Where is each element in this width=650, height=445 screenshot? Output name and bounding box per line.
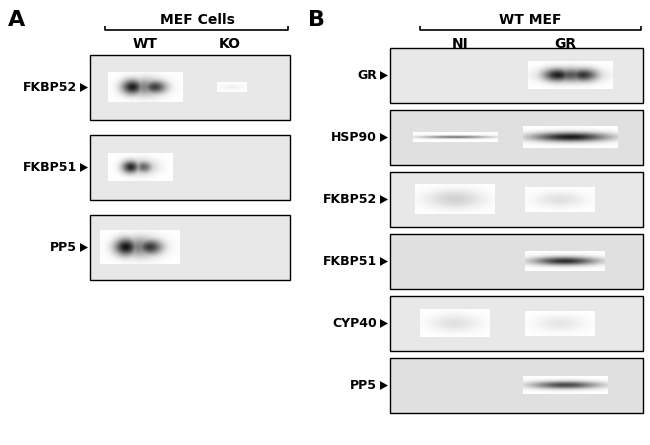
Polygon shape xyxy=(380,71,388,80)
Polygon shape xyxy=(380,381,388,390)
Polygon shape xyxy=(380,319,388,328)
Text: CYP40: CYP40 xyxy=(332,317,377,330)
Text: PP5: PP5 xyxy=(350,379,377,392)
Bar xyxy=(90,135,290,200)
Polygon shape xyxy=(80,83,88,92)
Text: B: B xyxy=(308,10,325,30)
Text: KO: KO xyxy=(219,37,241,51)
Bar xyxy=(90,55,290,120)
Text: A: A xyxy=(8,10,25,30)
Text: FKBP52: FKBP52 xyxy=(323,193,377,206)
Polygon shape xyxy=(80,243,88,252)
Bar xyxy=(390,172,643,227)
Polygon shape xyxy=(380,195,388,204)
Text: WT: WT xyxy=(133,37,157,51)
Bar xyxy=(90,215,290,280)
Bar xyxy=(390,296,643,351)
Bar xyxy=(390,358,643,413)
Text: FKBP51: FKBP51 xyxy=(23,161,77,174)
Bar xyxy=(390,48,643,103)
Text: GR: GR xyxy=(357,69,377,82)
Text: MEF Cells: MEF Cells xyxy=(159,13,235,27)
Bar xyxy=(390,110,643,165)
Polygon shape xyxy=(380,257,388,266)
Polygon shape xyxy=(80,163,88,172)
Text: NI: NI xyxy=(452,37,469,51)
Text: FKBP52: FKBP52 xyxy=(23,81,77,94)
Bar xyxy=(390,234,643,289)
Text: PP5: PP5 xyxy=(50,241,77,254)
Polygon shape xyxy=(380,133,388,142)
Text: GR: GR xyxy=(554,37,576,51)
Text: HSP90: HSP90 xyxy=(331,131,377,144)
Text: FKBP51: FKBP51 xyxy=(323,255,377,268)
Text: WT MEF: WT MEF xyxy=(499,13,561,27)
